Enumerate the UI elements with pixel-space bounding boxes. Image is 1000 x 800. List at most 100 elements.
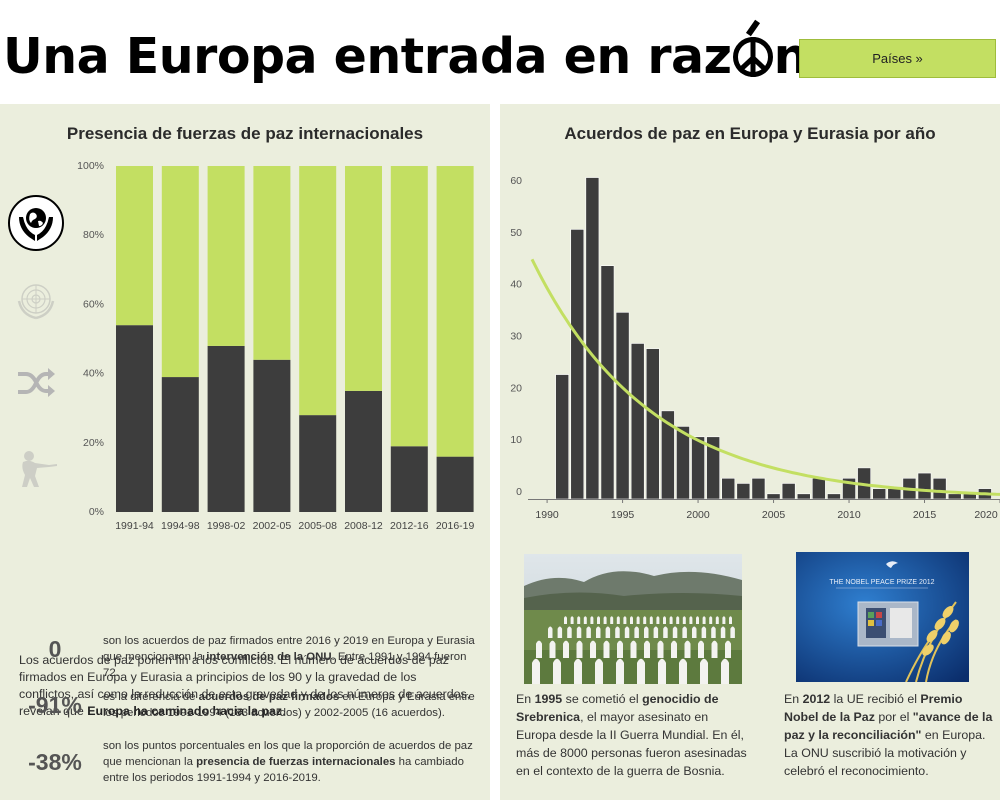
bar-2007[interactable] [796, 493, 811, 500]
bar-dark-1994-98[interactable] [161, 377, 199, 512]
grave-marker [630, 616, 633, 624]
description-bold: Europa ha caminado hacia la paz [87, 704, 283, 718]
bar-dark-2005-08[interactable] [299, 415, 337, 512]
y-tick-label: 100% [77, 160, 104, 172]
grave-marker [709, 616, 713, 624]
grave-marker [596, 626, 601, 638]
bar-1996[interactable] [630, 343, 645, 500]
stat-text-agreements: es la diferencia de acuerdos de paz firm… [103, 691, 475, 719]
bar-green-2005-08[interactable] [299, 166, 337, 416]
right-chart-title: Acuerdos de paz en Europa y Eurasia por … [564, 124, 936, 143]
bar-2002[interactable] [721, 477, 736, 500]
grave-marker [711, 640, 718, 658]
bar-1995[interactable] [615, 312, 630, 500]
bar-green-1998-02[interactable] [207, 166, 245, 346]
bar-dark-2002-05[interactable] [253, 359, 291, 512]
bar-2017[interactable] [947, 493, 962, 500]
bar-dark-2008-12[interactable] [345, 390, 382, 512]
bar-green-2008-12[interactable] [345, 166, 382, 391]
grave-marker [590, 640, 596, 658]
grave-marker [536, 640, 542, 658]
nobel-prize-photo: THE NOBEL PEACE PRIZE 2012 [796, 552, 969, 682]
bar-green-2016-19[interactable] [436, 166, 474, 457]
bar-2009[interactable] [827, 493, 841, 500]
bar-2006[interactable] [781, 483, 796, 500]
grave-marker [720, 626, 726, 638]
grave-marker [576, 626, 582, 638]
un-emblem-icon[interactable] [8, 272, 64, 328]
grave-marker [689, 616, 693, 624]
bar-2005[interactable] [766, 493, 781, 500]
x-tick-label: 1998-02 [207, 520, 246, 532]
bar-green-1994-98[interactable] [161, 166, 199, 378]
y-tick-label: 40% [83, 368, 104, 380]
grave-marker [624, 626, 630, 638]
hands-globe-icon[interactable] [8, 195, 64, 251]
bar-2003[interactable] [736, 483, 751, 500]
x-tick-label: 1995 [611, 509, 635, 521]
grave-marker [730, 626, 735, 638]
bar-2004[interactable] [751, 477, 766, 500]
grave-marker [653, 626, 659, 638]
bar-1994[interactable] [600, 265, 615, 500]
bar-green-2002-05[interactable] [253, 166, 291, 360]
y-tick-label: 10 [510, 434, 522, 446]
nobel-caption: En 2012 la UE recibió el Premio Nobel de… [784, 692, 993, 778]
x-tick-label: 1991-94 [115, 520, 154, 532]
y-tick-label: 20% [83, 437, 104, 449]
grave-marker [700, 658, 708, 684]
title-text: Una Europa entrada en raz [3, 28, 732, 85]
grave-marker [682, 626, 687, 638]
bar-1992[interactable] [570, 229, 585, 500]
agreements-per-year-chart: 0 10 20 30 40 50 60 1990 1995 2000 2005 2010 2015 202… [510, 175, 1000, 521]
bar-2016[interactable] [932, 477, 947, 500]
bar-2000[interactable] [691, 436, 705, 500]
grave-marker [649, 616, 653, 624]
soldier-icon[interactable] [8, 440, 64, 496]
grave-marker [701, 626, 707, 638]
stat-value-un: 0 [48, 636, 62, 662]
bar-2013[interactable] [887, 488, 902, 500]
bar-1993[interactable] [585, 177, 600, 500]
bar-dark-2012-16[interactable] [390, 446, 428, 512]
bar-dark-2016-19[interactable] [436, 456, 474, 512]
description: Los acuerdos de paz ponen fin a los conf… [19, 653, 471, 718]
stat-text-un: son los acuerdos de paz firmados entre 2… [103, 635, 475, 679]
countries-button[interactable]: Países » [799, 39, 996, 78]
grave-marker [711, 626, 716, 638]
x-tick-label: 2015 [913, 509, 937, 521]
bar-dark-1991-94[interactable] [116, 325, 153, 512]
grave-marker [557, 626, 563, 638]
srebrenica-caption: En 1995 se cometió el genocidio de Srebr… [516, 692, 747, 778]
grave-marker [644, 626, 649, 638]
bar-1997[interactable] [645, 348, 660, 500]
grave-marker [616, 658, 624, 684]
grave-marker [597, 616, 600, 624]
bar-green-2012-16[interactable] [390, 166, 428, 447]
bar-green-1991-94[interactable] [116, 166, 153, 326]
grave-marker [729, 616, 732, 624]
accent-mark [745, 19, 760, 37]
bar-dark-1998-02[interactable] [207, 345, 245, 512]
bar-1991[interactable] [555, 374, 570, 500]
grave-marker [548, 626, 553, 638]
grave-marker [630, 640, 637, 658]
y-tick-label: 80% [83, 229, 104, 241]
stat-text-forces: son los puntos porcentuales en los que l… [103, 740, 473, 784]
bar-1999[interactable] [676, 426, 690, 500]
grave-marker [577, 616, 581, 624]
grave-marker [532, 658, 540, 684]
grave-marker [671, 640, 677, 658]
grave-marker [564, 616, 567, 624]
bar-2012[interactable] [872, 488, 887, 500]
grave-marker [563, 640, 569, 658]
grave-marker [549, 640, 556, 658]
grave-marker [698, 640, 704, 658]
shuffle-icon[interactable] [8, 355, 64, 411]
bar-2015[interactable] [917, 472, 932, 500]
peace-o-letter [732, 19, 774, 92]
left-panel: Presencia de fuerzas de paz internaciona… [0, 104, 490, 800]
page-title: Una Europa entrada en raz n [3, 19, 808, 92]
x-tick-label: 2012-16 [390, 520, 429, 532]
bar-2008[interactable] [811, 477, 826, 500]
